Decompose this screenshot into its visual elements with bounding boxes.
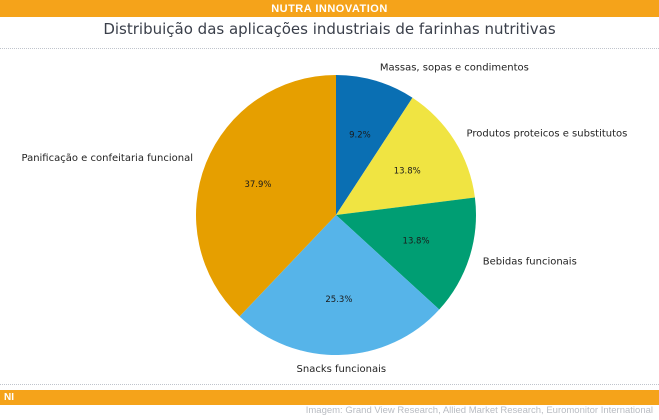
pie-category-label: Massas, sopas e condimentos — [380, 62, 529, 73]
footer-banner: NI — [0, 390, 659, 405]
title-divider — [0, 48, 659, 49]
chart-title: Distribuição das aplicações industriais … — [103, 20, 556, 38]
ni-logo: NI — [4, 392, 14, 403]
pie-pct-label: 25.3% — [325, 295, 352, 305]
pie-pct-label: 9.2% — [349, 130, 371, 140]
pie-slice-produtos-proteicos-e-substitutos — [336, 97, 475, 215]
pie-pct-label: 13.8% — [403, 236, 430, 246]
pie-slice-massas-sopas-e-condimentos — [336, 75, 413, 215]
brand-name: NUTRA INNOVATION — [271, 2, 388, 15]
pie-slice-bebidas-funcionais — [336, 197, 476, 310]
image-credit: Imagem: Grand View Research, Allied Mark… — [305, 405, 653, 416]
pie-pct-label: 13.8% — [394, 166, 421, 176]
pie-category-label: Bebidas funcionais — [483, 257, 577, 268]
pie-category-label: Snacks funcionais — [297, 364, 387, 375]
pie-chart: 9.2% Massas, sopas e condimentos 13.8% Prod… — [21, 62, 628, 375]
pie-category-label: Produtos proteicos e substitutos — [467, 128, 628, 139]
pie-category-label: Panificação e confeitaria funcional — [21, 153, 193, 164]
footer-divider — [0, 384, 659, 385]
brand-banner: NUTRA INNOVATION — [0, 0, 659, 17]
pie-slice-snacks-funcionais — [239, 215, 440, 355]
pie-slice-panificacao-e-confeitaria-funcional — [195, 75, 336, 317]
pie-pct-label: 37.9% — [244, 180, 271, 190]
